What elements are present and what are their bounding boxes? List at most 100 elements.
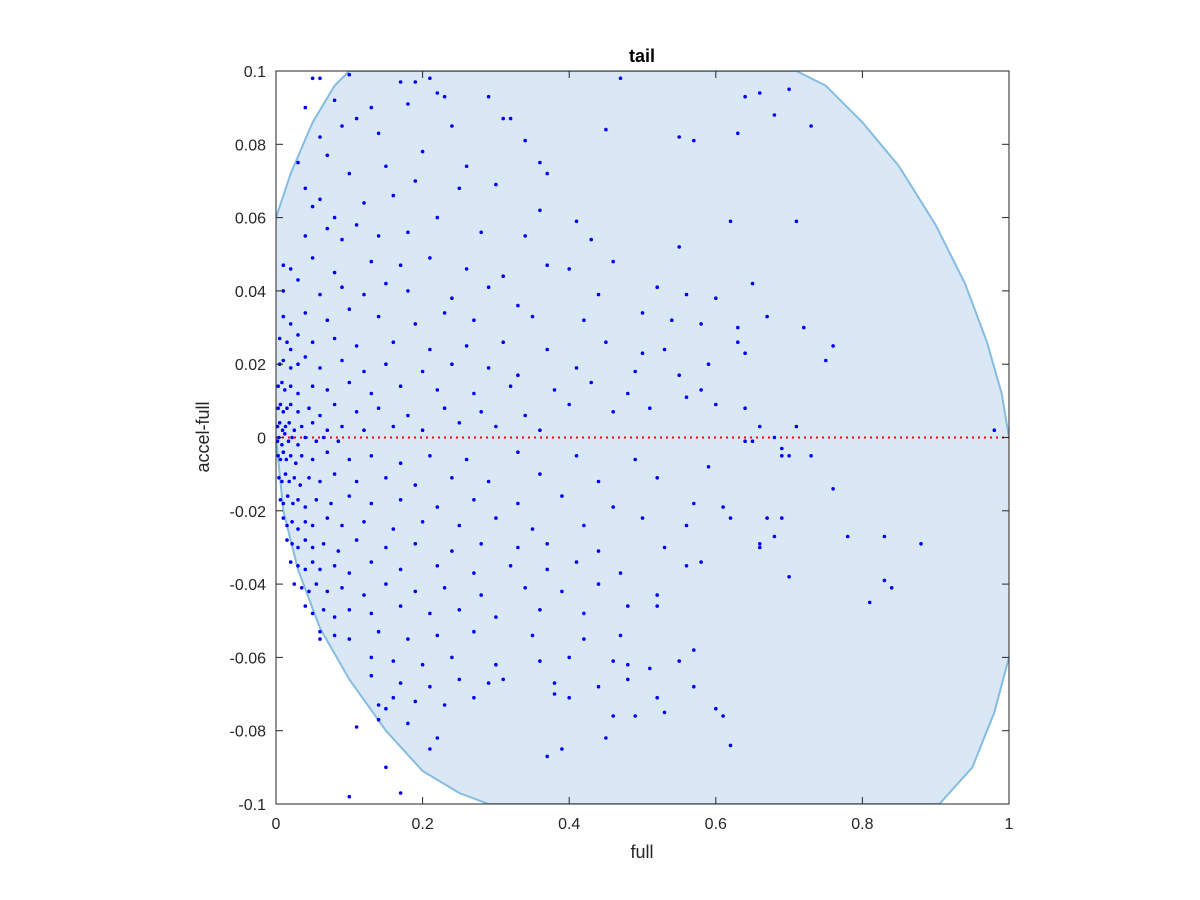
data-point	[307, 476, 311, 480]
data-point	[281, 410, 286, 414]
data-point	[552, 681, 557, 685]
data-point	[398, 567, 403, 572]
data-point	[714, 296, 718, 301]
data-point	[582, 318, 586, 323]
data-point	[596, 684, 601, 689]
data-point	[736, 131, 740, 136]
data-point	[442, 406, 447, 411]
data-point	[494, 615, 498, 619]
data-point	[318, 197, 322, 202]
data-point	[288, 267, 293, 271]
data-point	[758, 424, 762, 429]
data-point	[321, 608, 326, 612]
data-point	[276, 406, 281, 411]
data-point	[633, 714, 637, 718]
data-point	[406, 637, 410, 641]
data-point	[369, 391, 374, 396]
data-point	[560, 747, 564, 751]
data-point	[332, 336, 337, 341]
data-point	[285, 406, 289, 411]
data-point	[780, 454, 784, 458]
data-point	[376, 406, 381, 411]
data-point	[728, 743, 733, 748]
data-point	[280, 479, 284, 484]
data-point	[296, 278, 300, 282]
data-point	[298, 483, 303, 487]
data-point	[284, 457, 289, 462]
data-point	[398, 498, 403, 502]
data-point	[728, 219, 733, 224]
x-tick-label: 1	[1005, 816, 1014, 833]
data-point	[919, 542, 923, 546]
data-point	[596, 582, 601, 586]
data-point	[391, 527, 396, 531]
data-point	[655, 695, 659, 700]
data-point	[655, 593, 659, 597]
data-point	[292, 476, 297, 480]
data-point	[486, 285, 491, 290]
data-point	[398, 681, 403, 685]
data-point	[655, 476, 659, 480]
data-point	[596, 479, 601, 484]
data-point	[501, 340, 506, 345]
data-point	[347, 171, 352, 176]
data-point	[299, 454, 304, 458]
data-point	[283, 432, 287, 436]
data-point	[413, 483, 418, 487]
data-point	[332, 615, 337, 619]
data-point	[332, 402, 337, 407]
data-point	[347, 637, 352, 641]
data-point	[501, 116, 506, 121]
data-point	[384, 545, 388, 550]
data-point	[369, 105, 374, 110]
data-point	[494, 516, 498, 520]
data-point	[538, 160, 542, 165]
data-point	[794, 424, 799, 429]
data-point	[545, 567, 549, 572]
data-point	[296, 410, 300, 414]
data-point	[413, 322, 418, 326]
data-point	[307, 406, 311, 411]
data-point	[318, 567, 322, 572]
data-point	[318, 637, 322, 641]
x-tick-labels: 0 0.2 0.4 0.6 0.8 1	[272, 816, 1014, 833]
data-point	[428, 256, 432, 260]
data-point	[340, 285, 344, 290]
data-point	[310, 256, 315, 260]
data-point	[435, 215, 440, 220]
y-tick-label: 0.06	[235, 211, 266, 228]
data-point	[362, 369, 366, 374]
data-point	[501, 677, 506, 682]
data-point	[281, 289, 286, 293]
data-point	[464, 164, 469, 169]
data-point	[523, 234, 527, 238]
data-point	[303, 234, 308, 238]
data-point	[618, 76, 623, 81]
data-point	[310, 421, 315, 425]
data-point	[538, 208, 542, 213]
data-point	[692, 501, 696, 506]
data-point	[340, 237, 344, 242]
data-point	[435, 564, 440, 568]
data-point	[714, 402, 718, 407]
data-point	[442, 311, 447, 315]
data-point	[362, 292, 366, 297]
data-point	[391, 193, 396, 198]
data-point	[354, 223, 359, 227]
data-point	[310, 560, 315, 564]
data-point	[303, 538, 308, 542]
data-point	[369, 259, 374, 264]
data-point	[325, 226, 330, 231]
data-point	[285, 340, 289, 345]
data-point	[325, 428, 330, 433]
data-point	[472, 318, 476, 323]
y-tick-label: -0.1	[238, 797, 266, 814]
data-point	[406, 102, 410, 106]
data-point	[736, 325, 740, 330]
data-point	[545, 542, 549, 546]
data-point	[457, 608, 462, 612]
data-point	[376, 703, 381, 707]
x-axis-label: full	[630, 842, 653, 862]
data-point	[442, 703, 447, 707]
data-point	[560, 494, 564, 498]
